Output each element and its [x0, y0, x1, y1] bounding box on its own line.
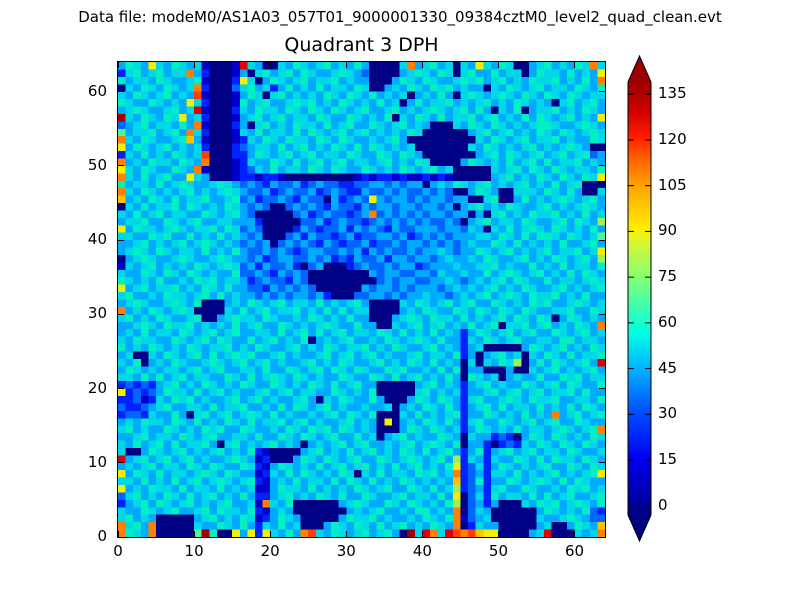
- colorbar-tick-label: 135: [658, 84, 687, 103]
- colorbar-tick-label: 105: [658, 175, 687, 194]
- x-tick-mark: [117, 531, 119, 537]
- y-tick-mark: [599, 388, 605, 390]
- colorbar-gradient: [627, 54, 652, 543]
- y-tick-mark: [118, 165, 124, 167]
- y-tick-label: 50: [87, 155, 107, 174]
- x-tick-label: 40: [412, 542, 432, 560]
- plot-area: [117, 61, 606, 538]
- y-tick-label: 40: [87, 230, 107, 249]
- x-tick-mark: [193, 531, 195, 537]
- x-tick-label: 0: [113, 542, 123, 560]
- x-tick-mark: [421, 62, 423, 68]
- y-tick-label: 0: [97, 527, 107, 545]
- x-tick-label: 20: [260, 542, 280, 560]
- x-tick-mark: [193, 62, 195, 68]
- x-tick-mark: [497, 62, 499, 68]
- chart-title: Quadrant 3 DPH: [284, 34, 439, 56]
- colorbar-tick-label: 30: [658, 404, 678, 423]
- x-tick-label: 50: [488, 542, 509, 560]
- x-tick-mark: [574, 531, 576, 537]
- x-tick-mark: [497, 531, 499, 537]
- colorbar-tick-label: 60: [658, 312, 678, 331]
- y-tick-mark: [599, 239, 605, 241]
- x-tick-mark: [421, 531, 423, 537]
- colorbar-tick-label: 120: [658, 129, 687, 148]
- x-tick-mark: [117, 62, 119, 68]
- y-tick-label: 30: [87, 304, 107, 323]
- colorbar-tick-label: 75: [658, 267, 678, 286]
- x-tick-mark: [345, 531, 347, 537]
- y-tick-mark: [599, 165, 605, 167]
- x-tick-label: 60: [565, 542, 585, 560]
- y-tick-mark: [599, 536, 605, 538]
- y-tick-label: 60: [87, 81, 107, 100]
- data-file-label: Data file: modeM0/AS1A03_057T01_90000013…: [78, 8, 722, 26]
- y-tick-mark: [599, 462, 605, 464]
- y-tick-mark: [118, 536, 124, 538]
- y-tick-mark: [118, 313, 124, 315]
- y-tick-mark: [118, 388, 124, 390]
- x-tick-mark: [574, 62, 576, 68]
- colorbar-tick-label: 45: [658, 358, 678, 377]
- y-tick-label: 10: [87, 452, 107, 471]
- x-tick-label: 30: [336, 542, 356, 560]
- y-tick-mark: [599, 91, 605, 93]
- y-tick-mark: [118, 239, 124, 241]
- y-tick-label: 20: [87, 378, 107, 397]
- x-tick-mark: [269, 531, 271, 537]
- x-tick-mark: [269, 62, 271, 68]
- y-tick-mark: [118, 91, 124, 93]
- heatmap-image: [118, 62, 605, 537]
- colorbar-tick-label: 90: [658, 221, 678, 240]
- colorbar-tick-label: 0: [658, 495, 668, 514]
- colorbar-tick-label: 15: [658, 450, 678, 469]
- y-tick-mark: [599, 313, 605, 315]
- y-tick-mark: [118, 462, 124, 464]
- x-tick-mark: [345, 62, 347, 68]
- x-tick-label: 10: [184, 542, 204, 560]
